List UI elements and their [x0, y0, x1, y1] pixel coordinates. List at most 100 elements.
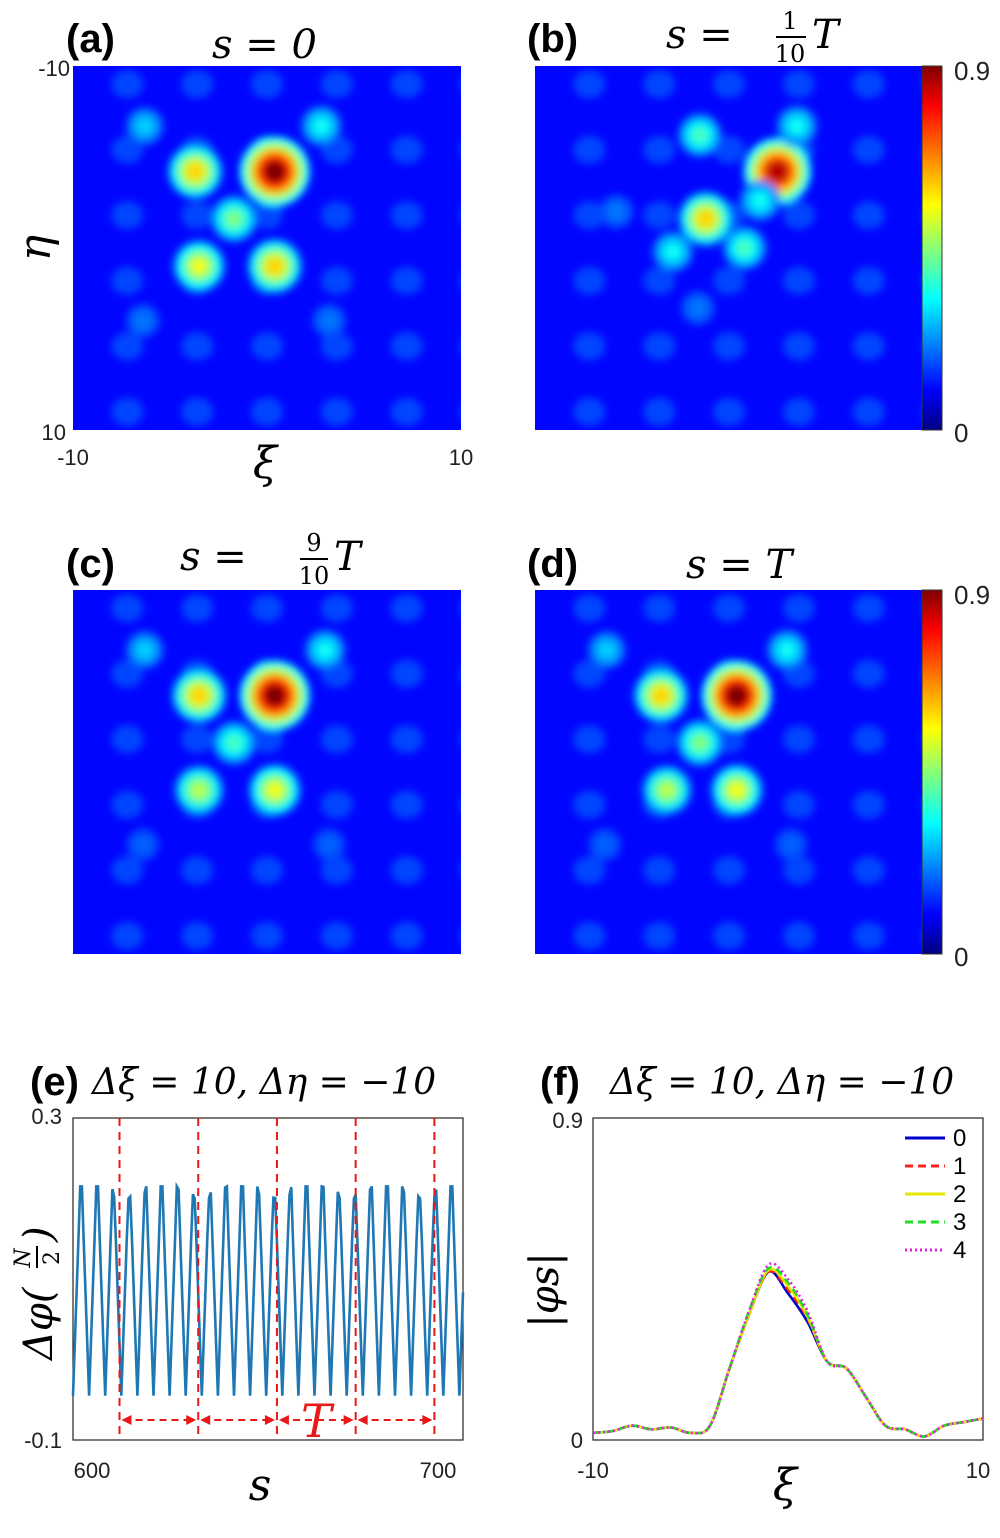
svg-text:9: 9 — [306, 529, 321, 557]
heatmap-lattice-spot — [320, 790, 353, 819]
panel-e-title: Δξ = 10, Δη = −10 — [90, 1062, 436, 1103]
panel-d: (d) s = T 0.9 0 — [527, 542, 990, 972]
e-ylabel: Δφ( N 2 ) — [11, 1226, 65, 1362]
heatmap-lattice-spot — [643, 332, 676, 361]
heatmap-peak — [785, 839, 797, 851]
heatmap-peak — [766, 160, 789, 183]
heatmap-lattice-spot — [782, 594, 815, 623]
heatmap-d — [535, 590, 923, 954]
heatmap-lattice-spot — [573, 201, 606, 230]
heatmap-lattice-spot — [111, 594, 144, 623]
f-plot-area — [592, 1262, 984, 1438]
heatmap-lattice-spot — [251, 332, 283, 361]
heatmap-lattice-spot — [320, 332, 353, 361]
heatmap-lattice-spot — [573, 856, 606, 885]
svg-text:10: 10 — [299, 562, 330, 590]
heatmap-lattice-spot — [782, 397, 815, 426]
e-arrowhead — [121, 1415, 132, 1425]
e-arrowhead — [278, 1415, 289, 1425]
heatmap-peak — [138, 643, 151, 657]
heatmap-lattice-spot — [111, 266, 144, 295]
heatmap-lattice-spot — [111, 135, 144, 164]
heatmap-lattice-spot — [573, 266, 606, 295]
heatmap-peak — [692, 128, 707, 143]
e-ytick-bottom: -0.1 — [24, 1428, 62, 1453]
heatmap-lattice-spot — [320, 266, 353, 295]
heatmap-lattice-spot — [251, 921, 283, 950]
heatmap-lattice-spot — [782, 856, 815, 885]
heatmap-lattice-spot — [111, 856, 144, 885]
svg-text:s =: s = — [180, 534, 247, 580]
heatmap-lattice-spot — [251, 397, 283, 426]
panel-c-title: s = 9 10 T — [180, 529, 364, 590]
f-legend-label-3: 3 — [953, 1209, 966, 1236]
heatmap-lattice-spot — [390, 659, 423, 688]
colorbar-b-min: 0 — [954, 418, 968, 448]
e-arrowhead — [357, 1415, 368, 1425]
f-xtick-left: -10 — [577, 1458, 609, 1483]
heatmap-lattice-spot — [852, 135, 885, 164]
e-series-line — [71, 1181, 465, 1396]
heatmap-lattice-spot — [713, 266, 745, 295]
heatmap-lattice-spot — [111, 332, 144, 361]
heatmap-lattice-spot — [713, 856, 745, 885]
heatmap-lattice-spot — [643, 135, 676, 164]
heatmap-peak — [323, 315, 335, 327]
f-ylabel: |φs| — [522, 1252, 568, 1328]
heatmap-lattice-spot — [111, 70, 144, 99]
heatmap-lattice-spot — [181, 70, 214, 99]
heatmap-lattice-spot — [460, 932, 461, 940]
heatmap-peak — [137, 839, 149, 851]
heatmap-lattice-spot — [713, 70, 745, 99]
heatmap-lattice-spot — [320, 70, 353, 99]
heatmap-lattice-spot — [390, 70, 423, 99]
e-period-label: T — [301, 1394, 335, 1448]
heatmap-b — [535, 66, 923, 430]
heatmap-peak — [652, 686, 670, 705]
heatmap-lattice-spot — [852, 856, 885, 885]
svg-text:T: T — [812, 12, 842, 58]
heatmap-lattice-spot — [181, 201, 214, 230]
svg-text:10: 10 — [775, 40, 806, 68]
a-ytick-bottom: 10 — [42, 420, 66, 445]
heatmap-lattice-spot — [573, 135, 606, 164]
heatmap-peak — [226, 211, 242, 227]
heatmap-lattice-spot — [573, 70, 606, 99]
a-ytick-top: -10 — [38, 56, 70, 81]
heatmap-lattice-spot — [643, 725, 676, 754]
colorbar-d — [921, 589, 943, 955]
heatmap-lattice-spot — [320, 594, 353, 623]
heatmap-peak — [737, 241, 752, 255]
f-legend-label-4: 4 — [953, 1237, 966, 1264]
heatmap-peak — [600, 643, 613, 657]
heatmap-lattice-spot — [852, 332, 885, 361]
panel-label-c: (c) — [66, 542, 115, 586]
e-xlabel: s — [249, 1460, 272, 1511]
heatmap-peak — [314, 119, 328, 133]
panel-a-title: s = 0 — [212, 22, 317, 68]
heatmap-peak — [318, 643, 332, 657]
heatmap-peak — [611, 206, 622, 217]
heatmap-lattice-spot — [390, 594, 423, 623]
heatmap-peak — [725, 684, 748, 707]
heatmap-lattice-spot — [573, 659, 606, 688]
heatmap-lattice-spot — [713, 921, 745, 950]
heatmap-peak — [138, 119, 151, 133]
heatmap-lattice-spot — [460, 408, 461, 416]
f-ytick-bottom: 0 — [571, 1428, 583, 1453]
panel-label-a: (a) — [66, 17, 115, 61]
heatmap-lattice-spot — [782, 790, 815, 819]
heatmap-lattice-spot — [390, 135, 423, 164]
heatmap-lattice-spot — [251, 201, 283, 230]
heatmap-lattice-spot — [713, 332, 745, 361]
heatmap-lattice-spot — [852, 594, 885, 623]
heatmap-lattice-spot — [320, 397, 353, 426]
heatmap-lattice-spot — [782, 921, 815, 950]
panel-a: (a) s = 0 -10 10 -10 10 ξ η — [10, 17, 473, 489]
heatmap-lattice-spot — [643, 856, 676, 885]
f-xlabel: ξ — [773, 1460, 800, 1511]
f-legend-label-1: 1 — [953, 1153, 966, 1180]
heatmap-lattice-spot — [852, 725, 885, 754]
